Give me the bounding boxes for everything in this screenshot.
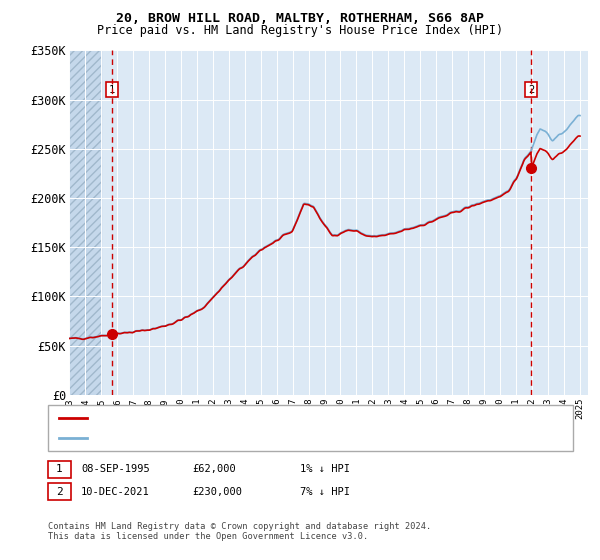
- Text: £230,000: £230,000: [192, 487, 242, 497]
- Text: 1: 1: [109, 85, 115, 95]
- Text: £62,000: £62,000: [192, 464, 236, 474]
- Text: 08-SEP-1995: 08-SEP-1995: [81, 464, 150, 474]
- Text: 20, BROW HILL ROAD, MALTBY, ROTHERHAM, S66 8AP (detached house): 20, BROW HILL ROAD, MALTBY, ROTHERHAM, S…: [93, 413, 463, 423]
- Text: 7% ↓ HPI: 7% ↓ HPI: [300, 487, 350, 497]
- Text: 1% ↓ HPI: 1% ↓ HPI: [300, 464, 350, 474]
- Text: 20, BROW HILL ROAD, MALTBY, ROTHERHAM, S66 8AP: 20, BROW HILL ROAD, MALTBY, ROTHERHAM, S…: [116, 12, 484, 25]
- Text: 2: 2: [56, 487, 63, 497]
- Text: Contains HM Land Registry data © Crown copyright and database right 2024.
This d: Contains HM Land Registry data © Crown c…: [48, 522, 431, 542]
- Text: 2: 2: [528, 85, 534, 95]
- Bar: [69, 50, 101, 395]
- Bar: [69, 50, 101, 395]
- Text: HPI: Average price, detached house, Rotherham: HPI: Average price, detached house, Roth…: [93, 433, 358, 443]
- Text: 1: 1: [56, 464, 63, 474]
- Text: Price paid vs. HM Land Registry's House Price Index (HPI): Price paid vs. HM Land Registry's House …: [97, 24, 503, 36]
- Text: 10-DEC-2021: 10-DEC-2021: [81, 487, 150, 497]
